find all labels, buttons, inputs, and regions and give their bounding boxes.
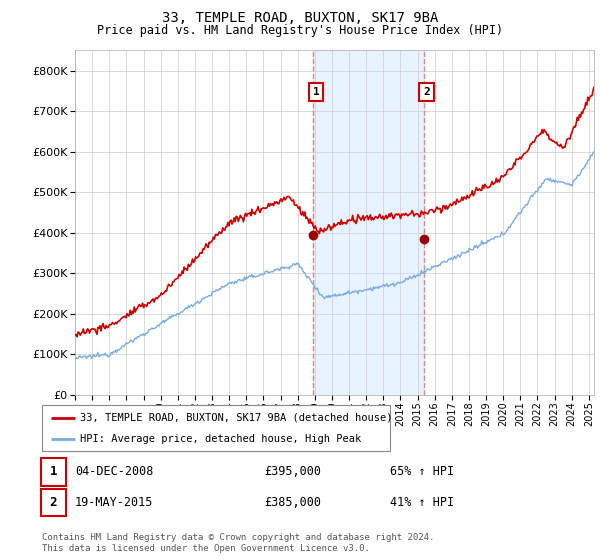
Text: 33, TEMPLE ROAD, BUXTON, SK17 9BA: 33, TEMPLE ROAD, BUXTON, SK17 9BA — [162, 11, 438, 25]
FancyBboxPatch shape — [42, 405, 390, 451]
Bar — [313, 50, 424, 395]
Text: £385,000: £385,000 — [264, 496, 321, 509]
Text: 19-MAY-2015: 19-MAY-2015 — [75, 496, 154, 509]
Text: 04-DEC-2008: 04-DEC-2008 — [75, 465, 154, 478]
Text: Contains HM Land Registry data © Crown copyright and database right 2024.
This d: Contains HM Land Registry data © Crown c… — [42, 533, 434, 553]
Text: £395,000: £395,000 — [264, 465, 321, 478]
Text: 2: 2 — [50, 496, 57, 509]
Text: 65% ↑ HPI: 65% ↑ HPI — [390, 465, 454, 478]
Text: HPI: Average price, detached house, High Peak: HPI: Average price, detached house, High… — [80, 435, 362, 444]
Text: 1: 1 — [50, 465, 57, 478]
Text: 33, TEMPLE ROAD, BUXTON, SK17 9BA (detached house): 33, TEMPLE ROAD, BUXTON, SK17 9BA (detac… — [80, 413, 393, 423]
Text: 2: 2 — [423, 87, 430, 97]
Text: Price paid vs. HM Land Registry's House Price Index (HPI): Price paid vs. HM Land Registry's House … — [97, 24, 503, 36]
Text: 41% ↑ HPI: 41% ↑ HPI — [390, 496, 454, 509]
Text: 1: 1 — [313, 87, 319, 97]
